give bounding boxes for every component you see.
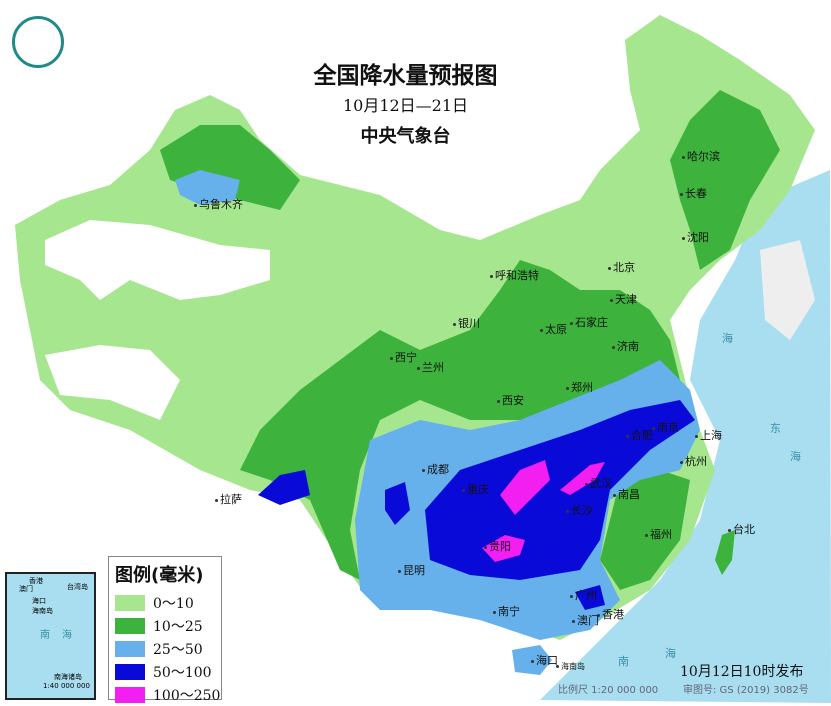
inset-label: 海口 (32, 597, 46, 605)
city-label: 南昌 (613, 486, 640, 502)
legend-label: 0～10 (153, 595, 194, 612)
city-label: 广州 (570, 587, 597, 603)
region-100-250-b (560, 462, 605, 495)
city-label: 哈尔滨 (682, 148, 720, 164)
legend-swatch (115, 617, 145, 634)
taiwan-island (715, 530, 735, 575)
region-10-25-central (240, 260, 680, 580)
city-label: 武汉 (585, 475, 612, 491)
region-50-100-west (385, 482, 410, 525)
legend-swatch (115, 594, 145, 611)
city-label: 天津 (610, 291, 637, 307)
city-label: 台北 (728, 521, 755, 537)
city-label: 石家庄 (570, 314, 608, 330)
city-label: 呼和浩特 (490, 267, 539, 283)
inset-label: 澳门 (19, 585, 33, 593)
city-label: 南京 (652, 419, 679, 435)
sea-label: 海 (790, 450, 801, 463)
approval-number: 审图号: GS (2019) 3082号 (683, 685, 809, 696)
legend-item: 50～100 (115, 660, 221, 683)
city-label: 长沙 (566, 502, 593, 518)
city-label: 杭州 (680, 453, 707, 469)
legend-item: 100～250 (115, 683, 221, 706)
city-label: 乌鲁木齐 (194, 196, 243, 212)
region-10-25-northeast (670, 90, 780, 270)
legend-swatch (115, 663, 145, 680)
sea-label: 海 (722, 332, 733, 345)
date-range: 10月12日—21日 (342, 96, 469, 115)
city-label: 银川 (453, 315, 480, 331)
city-label: 太原 (540, 321, 567, 337)
city-label: 重庆 (462, 481, 489, 497)
city-label: 香港 (597, 606, 624, 622)
map-title: 全国降水量预报图 (313, 63, 498, 89)
city-label: 沈阳 (682, 229, 709, 245)
map-scale: 比例尺 1:20 000 000 (558, 685, 659, 696)
legend-item: 25～50 (115, 637, 221, 660)
inset-label: 海南岛 (32, 607, 53, 615)
issuer: 中央气象台 (360, 126, 451, 147)
city-label: 澳门 (572, 612, 599, 628)
legend-label: 100～250 (153, 687, 221, 704)
city-label: 济南 (612, 338, 639, 354)
city-label: 长春 (680, 185, 707, 201)
legend-label: 25～50 (153, 641, 203, 658)
issue-time: 10月12日10时发布 (680, 664, 804, 680)
legend-item: 10～25 (115, 614, 221, 637)
inset-label: 台湾岛 (67, 583, 88, 591)
legend-item: 0～10 (115, 591, 221, 614)
city-label: 郑州 (566, 379, 593, 395)
city-label: 成都 (422, 461, 449, 477)
inset-label: 海 (62, 630, 72, 641)
city-label: 贵阳 (484, 538, 511, 554)
city-label: 海南岛 (556, 661, 585, 672)
legend-swatch (115, 686, 145, 703)
inset-label: 香港 (29, 577, 43, 585)
cma-logo (12, 16, 64, 68)
sea-area (540, 170, 831, 703)
city-label: 上海 (695, 427, 722, 443)
sea-label: 海 (665, 647, 676, 660)
inset-label: 南 (40, 630, 50, 641)
korea-landmass (760, 240, 815, 340)
legend: 图例(毫米) 0～10 10～25 25～50 50～100 100～250 (108, 556, 222, 704)
city-label: 北京 (608, 259, 635, 275)
region-50-100-sw (258, 470, 310, 505)
region-no-rain-2 (45, 345, 180, 420)
city-label: 合肥 (626, 427, 653, 443)
city-label: 兰州 (417, 359, 444, 375)
legend-swatch (115, 640, 145, 657)
city-label: 福州 (645, 526, 672, 542)
city-label: 海口 (531, 652, 558, 668)
sea-label: 南 (618, 655, 629, 668)
inset-label: 南海诸岛 (54, 673, 82, 681)
inset-scale: 1:40 000 000 (43, 682, 90, 690)
city-label: 昆明 (398, 562, 425, 578)
legend-title: 图例(毫米) (115, 565, 204, 586)
city-label: 拉萨 (215, 491, 242, 507)
city-label: 南宁 (493, 603, 520, 619)
city-label: 西宁 (390, 349, 417, 365)
south-china-sea-inset: 香港 澳门 台湾岛 海口 海南岛 南 海 南海诸岛 1:40 000 000 (5, 572, 96, 700)
sea-label: 东 (770, 422, 781, 435)
legend-label: 50～100 (153, 664, 212, 681)
region-10-25-north (160, 125, 300, 210)
region-no-rain-1 (45, 220, 270, 300)
city-label: 西安 (497, 392, 524, 408)
legend-label: 10～25 (153, 618, 203, 635)
region-100-250-a (500, 460, 550, 515)
